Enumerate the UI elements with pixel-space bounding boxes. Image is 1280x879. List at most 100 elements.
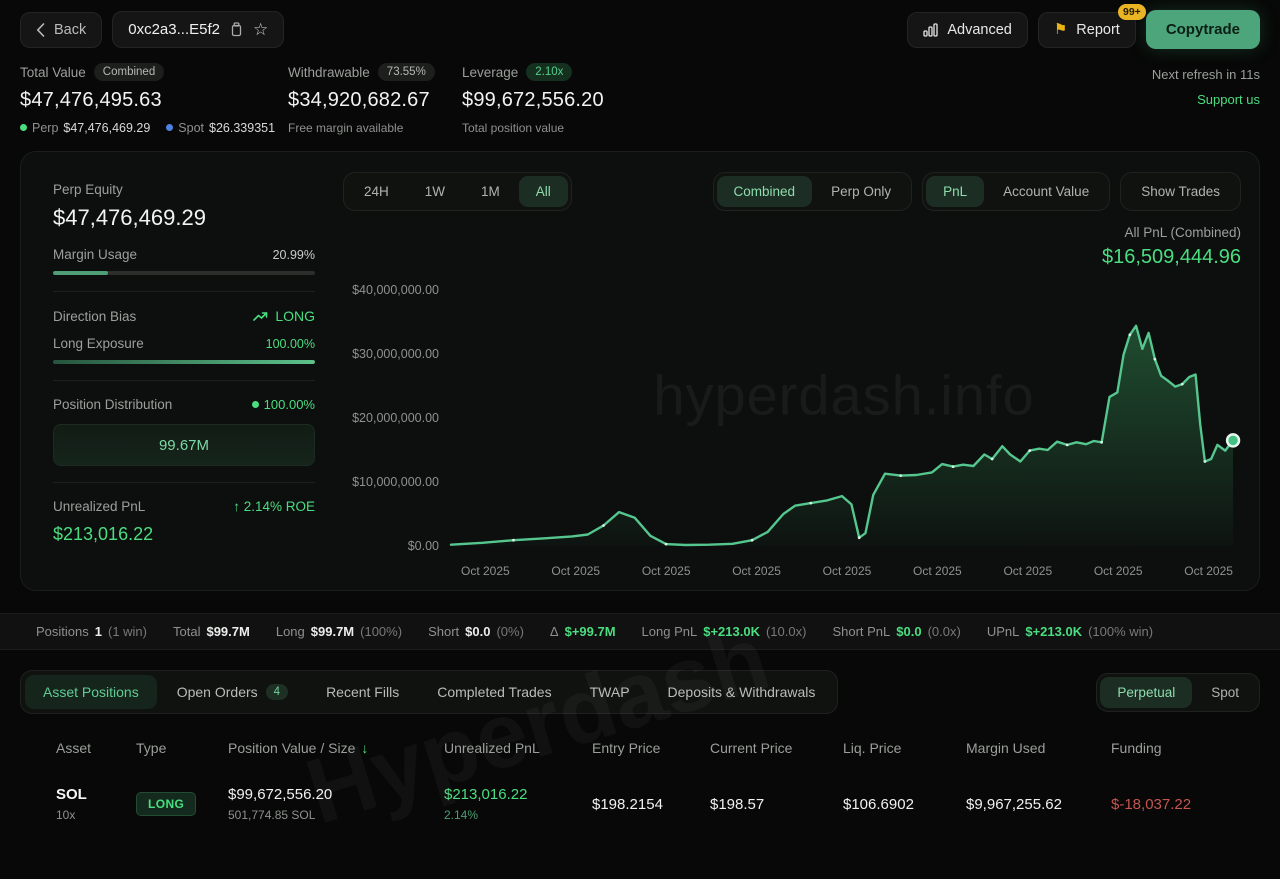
divider xyxy=(53,380,315,381)
summary-item--: Δ $+99.7M xyxy=(549,624,616,639)
perp-dot-icon xyxy=(20,124,27,131)
total-value-stat: Total Value Combined $47,476,495.63 Perp… xyxy=(20,63,288,135)
col-type[interactable]: Type xyxy=(136,740,167,756)
tab-recent-fills[interactable]: Recent Fills xyxy=(308,675,417,709)
col-liq-price[interactable]: Liq. Price xyxy=(843,740,902,756)
tab-completed-trades[interactable]: Completed Trades xyxy=(419,675,569,709)
tab-asset-positions[interactable]: Asset Positions xyxy=(25,675,157,709)
time-filter-1m[interactable]: 1M xyxy=(464,176,517,207)
advanced-label: Advanced xyxy=(947,21,1012,38)
col-position-value[interactable]: Position Value / Size ↓ xyxy=(228,740,369,756)
divider xyxy=(53,482,315,483)
col-asset[interactable]: Asset xyxy=(56,740,92,756)
mode-filter-combined[interactable]: Combined xyxy=(716,176,813,207)
positions-table: Asset Type Position Value / Size ↓ Unreal… xyxy=(20,740,1260,840)
col-funding[interactable]: Funding xyxy=(1111,740,1162,756)
tab-twap[interactable]: TWAP xyxy=(572,675,648,709)
metric-filter-pnl[interactable]: PnL xyxy=(926,176,985,207)
time-filter-all[interactable]: All xyxy=(518,176,568,207)
x-tick: Oct 2025 xyxy=(551,564,601,578)
sort-desc-icon: ↓ xyxy=(361,740,369,756)
long-badge: LONG xyxy=(136,792,197,816)
y-tick: $10,000,000.00 xyxy=(352,475,439,489)
position-distribution-box[interactable]: 99.67M xyxy=(53,424,315,466)
perp-breakdown: Perp $47,476,469.29 xyxy=(20,121,150,135)
y-tick: $0.00 xyxy=(407,539,439,553)
bar-chart-icon xyxy=(923,22,938,37)
unrealized-pnl-label: Unrealized PnL xyxy=(53,499,146,514)
tab-open-orders[interactable]: Open Orders 4 xyxy=(159,675,306,709)
x-tick: Oct 2025 xyxy=(913,564,962,578)
summary-item-total: Total $99.7M xyxy=(173,624,250,639)
margin-usage-bar xyxy=(53,271,315,275)
tab-deposits-withdrawals[interactable]: Deposits & Withdrawals xyxy=(650,675,834,709)
time-filter-24h[interactable]: 24H xyxy=(347,176,406,207)
tab-count-badge: 4 xyxy=(265,684,289,700)
positions-tabs: Asset Positions Open Orders 4 Recent Fills C… xyxy=(20,670,839,714)
mode-filter-perp-only[interactable]: Perp Only xyxy=(814,176,908,207)
combined-badge: Combined xyxy=(93,63,165,81)
time-filter-1w[interactable]: 1W xyxy=(408,176,462,207)
back-button[interactable]: Back xyxy=(20,11,103,48)
x-tick: Oct 2025 xyxy=(732,564,781,578)
leverage-badge: 2.10x xyxy=(526,63,573,81)
col-margin-used[interactable]: Margin Used xyxy=(966,740,1046,756)
market-toggle-perpetual[interactable]: Perpetual xyxy=(1100,676,1193,708)
pnl-chart-svg xyxy=(449,324,1241,547)
report-button-wrap: ⚑ Report 99+ xyxy=(1037,3,1146,48)
withdrawable-stat: Withdrawable 73.55% $34,920,682.67 Free … xyxy=(288,63,462,135)
address-button[interactable]: 0xc2a3...E5f2 ☆ xyxy=(112,11,285,48)
cell-liq-price: $106.6902 xyxy=(843,795,914,813)
market-toggle-spot[interactable]: Spot xyxy=(1194,677,1256,708)
cell-current-price: $198.57 xyxy=(710,795,765,813)
unrealized-pnl-value: $213,016.22 xyxy=(53,524,154,544)
col-unrealized-pnl[interactable]: Unrealized PnL xyxy=(444,740,540,756)
chart-controls-right: Combined Perp Only PnL Account Value Show … xyxy=(712,172,1241,211)
table-row[interactable]: SOL 10x LONG $99,672,556.20 501,774.85 S… xyxy=(56,776,1260,840)
show-trades-group: Show Trades xyxy=(1120,172,1241,211)
positions-summary-bar: Positions 1 (1 win) Total $99.7M Long $99.7M (1… xyxy=(0,613,1280,650)
leverage-stat: Leverage 2.10x $99,672,556.20 Total posi… xyxy=(462,63,692,135)
metric-filter-account-value[interactable]: Account Value xyxy=(986,176,1106,207)
all-pnl-value: $16,509,444.96 xyxy=(1101,246,1241,268)
margin-usage-label: Margin Usage xyxy=(53,247,138,262)
top-bar-actions: Advanced ⚑ Report 99+ Copytrade xyxy=(907,3,1260,49)
all-pnl-label: All PnL (Combined) xyxy=(1124,225,1241,240)
margin-usage-fill xyxy=(53,271,108,275)
summary-item-short: Short $0.0 (0%) xyxy=(428,624,524,639)
chevron-left-icon xyxy=(36,22,45,37)
y-tick: $40,000,000.00 xyxy=(352,283,439,297)
equity-chart-card: Perp Equity $47,476,469.29 Margin Usage … xyxy=(20,151,1260,591)
show-trades-button[interactable]: Show Trades xyxy=(1124,176,1237,207)
x-tick: Oct 2025 xyxy=(1003,564,1053,578)
long-exposure-fill xyxy=(53,360,315,364)
cell-type: LONG xyxy=(136,792,228,816)
all-pnl-block: All PnL (Combined) $16,509,444.96 xyxy=(343,225,1241,269)
leverage-sub: Total position value xyxy=(462,121,565,135)
mode-filter-group: Combined Perp Only xyxy=(712,172,913,211)
col-current-price[interactable]: Current Price xyxy=(710,740,793,756)
advanced-button[interactable]: Advanced xyxy=(907,11,1028,48)
cell-position-value: $99,672,556.20 501,774.85 SOL xyxy=(228,786,333,822)
summary-item-upnl: UPnL $+213.0K (100% win) xyxy=(986,624,1154,639)
chart-controls: 24H 1W 1M All Combined Perp Only PnL Account … xyxy=(343,172,1241,211)
x-tick: Oct 2025 xyxy=(822,564,872,578)
chart-plot-area[interactable]: hyperdash.info xyxy=(447,279,1241,554)
report-count-badge: 99+ xyxy=(1118,3,1146,20)
cell-unrealized-pnl: $213,016.22 2.14% xyxy=(444,786,528,822)
roe-value: ↑ 2.14% ROE xyxy=(233,499,315,514)
summary-item-long-pnl: Long PnL $+213.0K (10.0x) xyxy=(641,624,807,639)
support-us-link[interactable]: Support us xyxy=(1197,92,1260,107)
withdrawable-label: Withdrawable xyxy=(288,64,370,80)
x-tick: Oct 2025 xyxy=(461,564,510,578)
metric-filter-group: PnL Account Value xyxy=(922,172,1111,211)
copy-icon[interactable] xyxy=(230,22,243,37)
equity-panel: Perp Equity $47,476,469.29 Margin Usage … xyxy=(53,172,315,578)
copytrade-button[interactable]: Copytrade xyxy=(1145,10,1260,49)
time-filter-group: 24H 1W 1M All xyxy=(343,172,572,211)
col-entry-price[interactable]: Entry Price xyxy=(592,740,661,756)
favorite-star-icon[interactable]: ☆ xyxy=(252,20,269,39)
leverage-amount: $99,672,556.20 xyxy=(462,89,604,111)
